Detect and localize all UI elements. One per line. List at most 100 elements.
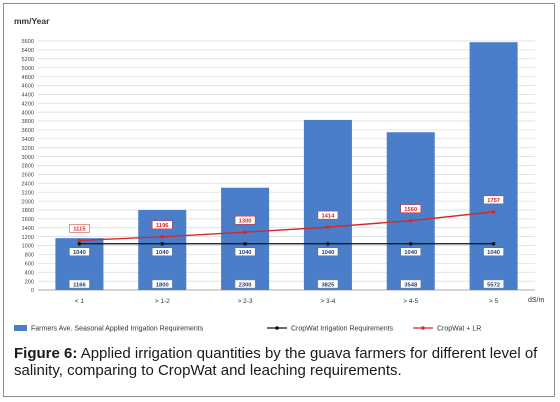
line-marker (408, 241, 413, 246)
data-label-box (317, 247, 339, 256)
y-tick-label: 2200 (22, 190, 34, 196)
y-tick-label: 800 (25, 253, 34, 259)
data-label: 1115 (73, 227, 86, 233)
data-label-box (69, 247, 90, 256)
line-marker (491, 241, 496, 246)
data-label-box (400, 204, 421, 213)
bar-value-label-box (483, 279, 504, 289)
y-tick-label: 4600 (22, 84, 34, 90)
bar-value-label-box (69, 279, 90, 289)
x-tick-label: > 2-3 (238, 298, 253, 305)
legend-marker (275, 326, 279, 330)
y-tick-label: 3600 (22, 128, 34, 134)
bar-series: 1166 1800 2300 3825 3548 5572 (55, 42, 518, 291)
x-tick-label: > 3-4 (320, 298, 335, 305)
data-label-box (69, 224, 90, 233)
line-marker (326, 241, 330, 246)
y-tick-label: 2000 (22, 199, 34, 205)
y-tick-label: 1800 (22, 208, 34, 214)
y-tick-label: 2800 (22, 164, 34, 170)
line-marker (243, 230, 247, 234)
y-axis-label: mm/Year (14, 16, 50, 26)
x-tick-label: > 5 (489, 298, 499, 305)
legend-label: CropWat + LR (437, 326, 481, 333)
data-label-box (234, 247, 256, 256)
y-tick-label: 4800 (22, 75, 34, 81)
data-label: 1560 (404, 207, 417, 213)
data-label-box (483, 247, 504, 256)
legend-marker (421, 326, 425, 330)
data-label-box (152, 247, 173, 256)
y-tick-label: 600 (25, 262, 34, 268)
figure-frame (3, 3, 555, 397)
y-tick-label: 4000 (22, 110, 34, 116)
data-label-box (152, 220, 173, 230)
line-marker (160, 235, 165, 239)
bar-value-label: 3548 (404, 282, 418, 288)
y-tick-label: 5200 (22, 57, 34, 63)
data-label: 1040 (321, 250, 334, 256)
legend-label: CropWat Irrigation Requirements (291, 326, 394, 333)
chart: mm/Year dS/m 0 200 400 600 800 1000 1200 1400 16… (14, 16, 545, 333)
data-label: 1040 (156, 250, 169, 256)
y-tick-label: 3800 (22, 119, 34, 125)
bar-value-label: 5572 (487, 282, 500, 288)
bar-value-label-box (317, 279, 339, 289)
line-marker (77, 241, 82, 246)
y-tick-label: 5400 (22, 48, 34, 54)
legend-swatch (14, 325, 27, 331)
bar-value-label-box (152, 279, 173, 289)
y-tick-label: 4400 (22, 93, 34, 99)
legend: Farmers Ave. Seasonal Applied Irrigation… (14, 325, 481, 333)
y-tick-label: 200 (25, 279, 34, 285)
y-tick-label: 1400 (22, 226, 34, 232)
caption-text: Applied irrigation quantities by the gua… (14, 345, 538, 379)
x-tick-label: > 4-5 (403, 298, 418, 305)
data-label-box (400, 247, 421, 256)
line-marker (77, 238, 82, 243)
y-tick-label: 5600 (22, 39, 34, 45)
gridlines (38, 40, 535, 291)
line-cropwat-lr (79, 211, 494, 242)
line-marker (491, 210, 496, 214)
y-tick-labels: 0 200 400 600 800 1000 1200 1400 1600 1800 2000 220… (22, 39, 34, 294)
y-tick-label: 400 (25, 270, 34, 276)
figure-caption: Figure 6: Applied irrigation quantities … (14, 345, 546, 379)
bar-value-label-box (234, 279, 256, 289)
data-label: 1300 (239, 218, 252, 224)
line-marker (160, 241, 165, 246)
bar-value-label-box (400, 279, 421, 289)
y-tick-label: 3400 (22, 137, 34, 143)
x-tick-labels: < 1 > 1-2 > 2-3 > 3-4 > 4-5 > 5 (75, 298, 499, 305)
bar-value-label: 1166 (73, 282, 86, 288)
figure-label: Figure 6: (14, 345, 78, 362)
data-label-box (483, 195, 504, 205)
y-tick-label: 4200 (22, 101, 34, 107)
y-tick-label: 3200 (22, 146, 34, 152)
line-marker (408, 218, 413, 223)
data-label: 1757 (487, 198, 500, 204)
bar-value-label: 2300 (239, 282, 252, 288)
y-tick-label: 1000 (22, 244, 34, 250)
data-label: 1196 (156, 223, 169, 229)
bar-value-label: 1800 (156, 282, 169, 288)
y-tick-label: 5000 (22, 66, 34, 72)
data-label-box (234, 215, 256, 225)
y-tick-label: 0 (31, 288, 34, 294)
data-label-box (317, 210, 339, 220)
x-tick-label: > 1-2 (155, 298, 170, 305)
x-tick-label: < 1 (75, 298, 85, 305)
y-tick-label: 2400 (22, 181, 34, 187)
data-label: 1040 (239, 250, 252, 256)
x-axis-label: dS/m (528, 297, 545, 304)
y-tick-label: 1200 (22, 235, 34, 241)
legend-label: Farmers Ave. Seasonal Applied Irrigation… (31, 326, 204, 333)
y-tick-label: 2600 (22, 173, 34, 179)
data-label: 1040 (404, 250, 417, 256)
data-label: 1040 (487, 250, 500, 256)
line-series: 1040 1040 1040 1040 1040 1040 1115 1196 1300 1414… (69, 195, 504, 256)
bar-value-label: 3825 (321, 282, 335, 288)
bar (221, 187, 270, 290)
y-tick-label: 3000 (22, 155, 34, 161)
y-tick-label: 1600 (22, 217, 34, 223)
